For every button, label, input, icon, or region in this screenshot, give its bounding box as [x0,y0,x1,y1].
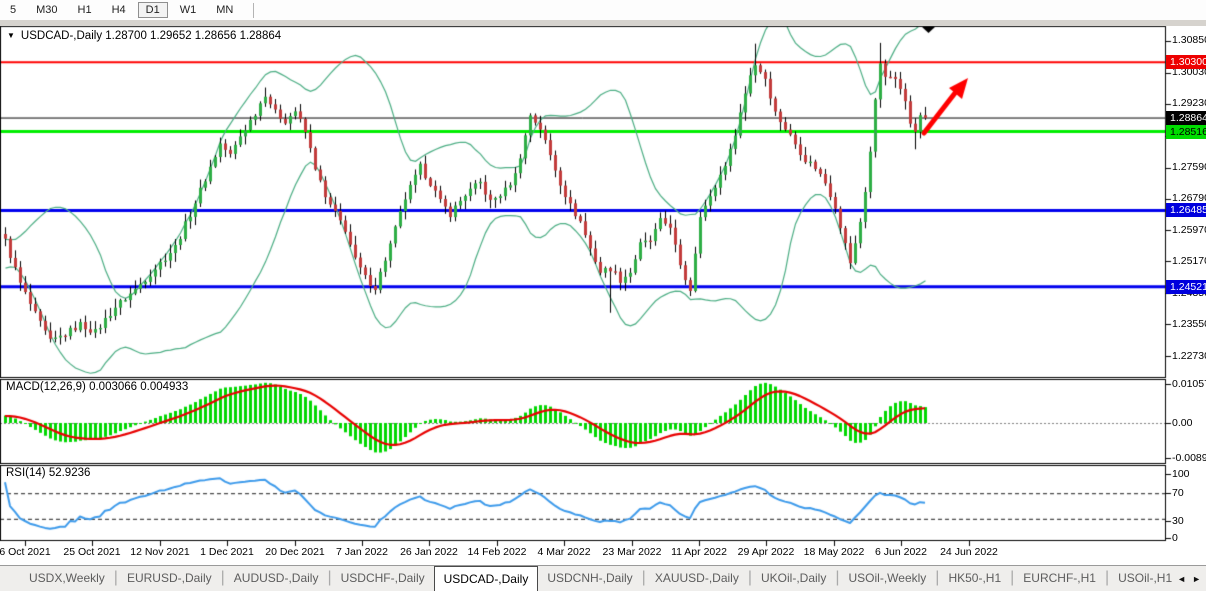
tab-separator: | [327,569,332,586]
tab-usdx-weekly[interactable]: USDX,Weekly [29,571,105,585]
date-axis-label: 7 Jan 2022 [336,546,388,558]
price-axis-tick: 1.29230 [1172,97,1206,110]
date-axis-label: 23 Mar 2022 [602,546,662,558]
price-axis-tick: 1.22730 [1172,349,1206,362]
tab-separator: | [747,569,752,586]
timeframe-button-h4[interactable]: H4 [111,4,126,16]
date-axis-label: 6 Jun 2022 [875,546,927,558]
price-axis-tick: 1.27590 [1172,161,1206,174]
tab-usoil-h1[interactable]: USOil-,H1 [1118,571,1173,585]
date-axis-label: 1 Dec 2021 [200,546,254,558]
timeframe-button-d1[interactable]: D1 [137,2,168,18]
tab-separator: | [113,569,118,586]
tab-separator: | [835,569,840,586]
date-axis-label: 4 Mar 2022 [537,546,591,558]
date-axis-label: 14 Feb 2022 [467,546,527,558]
toolbar-separator [253,2,255,18]
chart-title: ▼ USDCAD-,Daily 1.28700 1.29652 1.28656 1… [7,30,281,42]
timeframe-toolbar: 5 M30 H1 H4 D1 W1 MN [0,0,1206,20]
tab-scroll-right-icon[interactable]: ► [1192,573,1201,584]
price-level-badge: 1.28864 [1166,111,1206,126]
tab-xauusd-daily[interactable]: XAUUSD-,Daily [654,571,739,585]
timeframe-button-5[interactable]: 5 [10,4,17,16]
macd-indicator-label: MACD(12,26,9) 0.003066 0.004933 [6,381,189,393]
price-axis-tick: 1.30850 [1172,34,1206,47]
date-axis-label: 29 Apr 2022 [737,546,795,558]
date-axis-label: 12 Nov 2021 [130,546,190,558]
tab-separator: | [220,569,225,586]
rsi-indicator-label: RSI(14) 52.9236 [6,467,91,479]
macd-axis-tick: 0.00 [1172,416,1193,429]
macd-axis-tick: 0.010578 [1172,377,1206,390]
tab-scroll-left-icon[interactable]: ◄ [1177,573,1187,584]
price-axis-tick: 1.26790 [1172,192,1206,205]
timeframe-button-w1[interactable]: W1 [179,4,197,16]
tab-usdcad-daily[interactable]: USDCAD-,Daily [433,566,539,591]
date-axis-label: 26 Jan 2022 [400,546,458,558]
rsi-axis-tick: 0 [1172,531,1178,544]
tab-separator: | [641,569,646,586]
rsi-axis-tick: 100 [1172,467,1190,480]
date-axis-label: 25 Oct 2021 [63,546,121,558]
window-edge-strip [0,20,1206,26]
timeframe-button-m30[interactable]: M30 [36,4,58,16]
macd-axis-tick: -0.00896 [1172,451,1206,464]
tab-audusd-daily[interactable]: AUDUSD-,Daily [233,571,319,585]
price-level-badge: 1.24521 [1166,279,1206,294]
tab-usdchf-daily[interactable]: USDCHF-,Daily [340,571,425,585]
price-axis-tick: 1.25970 [1172,223,1206,236]
tab-eurchf-h1[interactable]: EURCHF-,H1 [1023,571,1096,585]
tab-ukoil-daily[interactable]: UKOil-,Daily [761,571,827,585]
tab-usoil-weekly[interactable]: USOil-,Weekly [848,571,927,585]
price-level-badge: 1.28516 [1166,124,1206,139]
tab-hk50-h1[interactable]: HK50-,H1 [948,571,1002,585]
rsi-axis-tick: 70 [1172,486,1184,499]
price-axis-tick: 1.23550 [1172,317,1206,330]
symbol-dropdown-icon[interactable]: ▼ [7,31,15,40]
tab-eurusd-daily[interactable]: EURUSD-,Daily [126,571,212,585]
timeframe-button-h1[interactable]: H1 [77,4,92,16]
price-level-badge: 1.26485 [1166,203,1206,218]
date-axis-label: 20 Dec 2021 [265,546,325,558]
tab-separator: | [1010,569,1015,586]
chart-ohlc-values: 1.28700 1.29652 1.28656 1.28864 [105,30,282,42]
price-level-badge: 1.30300 [1166,55,1206,70]
date-axis-label: 11 Apr 2022 [671,546,727,558]
symbol-tabbar: USDX,Weekly | EURUSD-,Daily | AUDUSD-,Daily |… [0,565,1206,591]
chart-symbol-period: USDCAD-,Daily [20,30,103,42]
price-axis-tick: 1.25170 [1172,254,1206,267]
tab-separator: | [935,569,940,586]
date-axis-label: 6 Oct 2021 [0,546,51,558]
rsi-axis-tick: 30 [1172,514,1184,527]
date-axis-label: 24 Jun 2022 [940,546,998,558]
date-axis-label: 18 May 2022 [803,546,865,558]
tab-separator: | [1104,569,1110,586]
tab-usdcnh-daily[interactable]: USDCNH-,Daily [547,571,633,585]
timeframe-button-mn[interactable]: MN [216,4,234,16]
tab-scroll-arrows: ◄ ► [1174,566,1204,591]
